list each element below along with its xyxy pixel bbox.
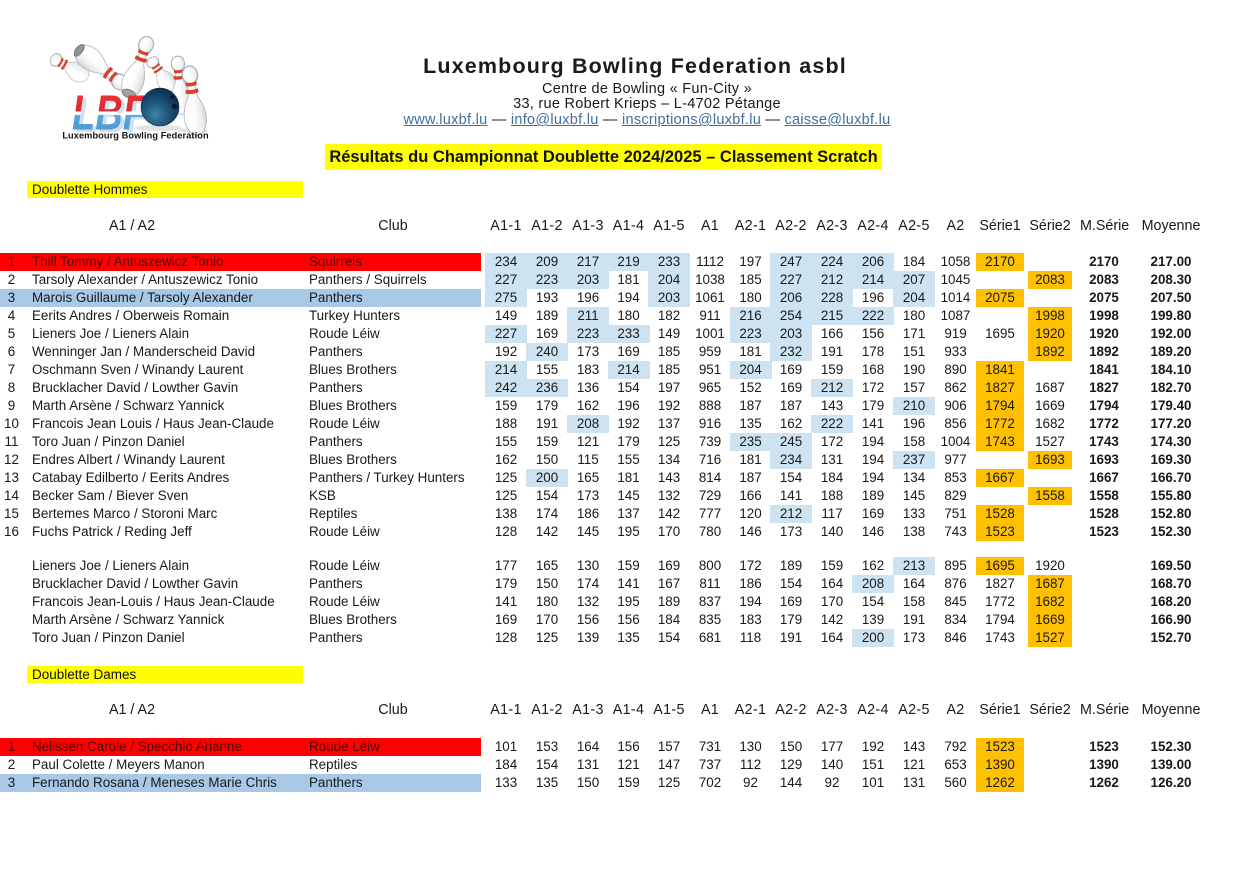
svg-text:LBF: LBF xyxy=(72,87,147,141)
svg-text:Luxembourg Bowling Federation: Luxembourg Bowling Federation xyxy=(62,131,209,141)
svg-text:LBF: LBF xyxy=(76,89,151,143)
